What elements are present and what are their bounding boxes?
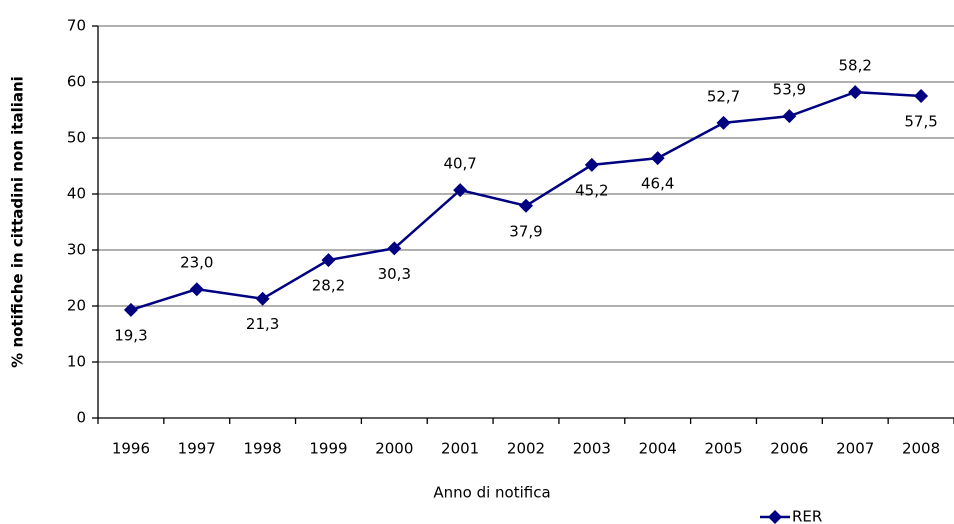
marker [914,89,929,103]
marker [189,282,204,297]
x-tick-label: 2006 [770,440,808,458]
x-axis-label: Anno di notifica [433,484,550,502]
x-tick-label: 2002 [507,440,545,458]
x-tick-label: 2001 [441,440,479,458]
marker [716,115,731,130]
x-tick-label: 1999 [309,440,347,458]
data-label: 57,5 [904,113,937,131]
data-label: 23,0 [180,254,213,272]
x-tick-label: 2000 [375,440,413,458]
data-label: 45,2 [575,181,608,199]
y-tick-label: 50 [67,129,86,147]
y-tick-label: 0 [76,409,86,427]
y-tick-label: 70 [67,17,86,35]
y-axis-label: % notifiche in cittadini non italiani [9,76,27,368]
x-tick-label: 2003 [573,440,611,458]
marker [519,198,533,213]
y-tick-label: 20 [67,297,86,315]
marker [782,109,797,124]
legend-marker [768,510,782,524]
y-tick-label: 60 [67,73,86,91]
data-label: 53,9 [773,81,806,99]
x-tick-label: 1996 [112,440,150,458]
marker [387,241,402,256]
data-label: 37,9 [509,222,542,240]
legend-label: RER [792,508,822,524]
data-label: 40,7 [443,155,476,173]
y-tick-label: 10 [67,353,86,371]
data-label: 52,7 [707,87,740,105]
marker [650,151,665,166]
marker [848,85,863,100]
data-label: 46,4 [641,175,674,193]
x-tick-label: 2005 [704,440,742,458]
marker [255,291,270,306]
data-label: 19,3 [114,326,147,344]
x-tick-label: 1997 [178,440,216,458]
marker [584,157,599,172]
x-tick-label: 2008 [902,440,940,458]
marker [123,302,138,317]
data-label: 58,2 [839,57,872,75]
y-tick-label: 40 [67,185,86,203]
x-tick-label: 1998 [244,440,282,458]
marker [321,253,336,268]
x-tick-label: 2004 [639,440,677,458]
data-label: 30,3 [378,265,411,283]
data-label: 28,2 [312,277,345,295]
marker [453,183,468,198]
y-tick-label: 30 [67,241,86,259]
x-tick-label: 2007 [836,440,874,458]
data-label: 21,3 [246,315,279,333]
